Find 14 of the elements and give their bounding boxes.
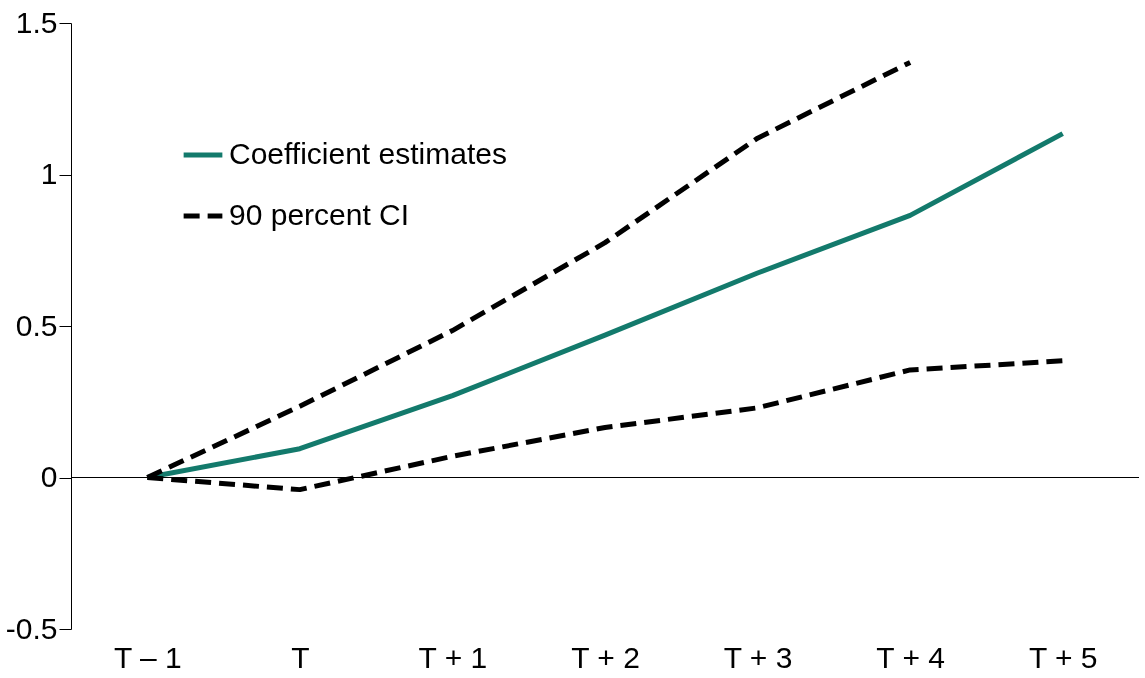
y-tick-label: -0.5 xyxy=(5,611,58,645)
legend-label: 90 percent CI xyxy=(229,198,410,231)
x-tick-label: T + 3 xyxy=(723,640,793,674)
x-tick-label: T – 1 xyxy=(113,640,182,674)
x-tick-label: T + 5 xyxy=(1028,640,1098,674)
y-tick-label: 0 xyxy=(40,460,58,493)
x-tick-label: T + 1 xyxy=(418,640,488,674)
x-tick-label: T + 2 xyxy=(571,640,640,674)
legend-label: Coefficient estimates xyxy=(229,137,507,170)
y-tick-label: 1.5 xyxy=(15,5,58,39)
y-tick-label: 1 xyxy=(40,157,58,190)
x-tick-label: T xyxy=(291,640,310,674)
x-tick-label: T + 4 xyxy=(876,640,945,674)
y-tick-label: 0.5 xyxy=(15,308,58,342)
